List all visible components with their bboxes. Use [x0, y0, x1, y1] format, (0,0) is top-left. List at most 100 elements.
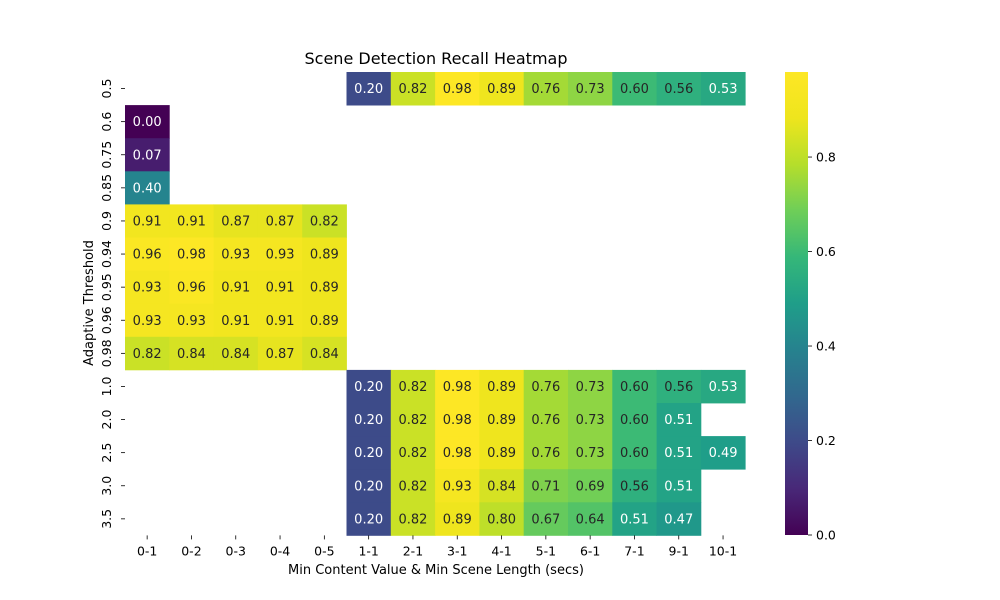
- heatmap-cell: [523, 502, 569, 536]
- x-tick-label: 6-1: [580, 543, 600, 558]
- heatmap-cell: [257, 336, 303, 371]
- cell-value-label: 0.56: [620, 479, 649, 494]
- y-tick-label: 1.0: [99, 376, 114, 396]
- heatmap-cell: [302, 336, 347, 371]
- heatmap-cell: [612, 403, 657, 437]
- x-tick-label: 0-4: [270, 543, 290, 558]
- cell-value-label: 0.49: [709, 446, 738, 461]
- y-tick-label: 3.5: [99, 509, 114, 529]
- cell-value-label: 0.71: [531, 479, 560, 494]
- cell-value-label: 0.51: [620, 512, 649, 527]
- cell-value-label: 0.96: [133, 248, 162, 263]
- cell-value-label: 0.91: [266, 314, 295, 329]
- cell-value-label: 0.89: [310, 248, 339, 263]
- cell-value-label: 0.89: [487, 82, 516, 97]
- colorbar-tick-label: 0.0: [816, 528, 836, 543]
- heatmap-cell: [700, 369, 746, 404]
- cell-value-label: 0.20: [354, 512, 383, 527]
- cell-value-label: 0.82: [398, 479, 427, 494]
- heatmap-cell: [125, 270, 170, 305]
- heatmap-cell: [612, 502, 657, 536]
- heatmap-cell: [125, 138, 170, 172]
- heatmap-cell: [435, 72, 480, 106]
- heatmap-cell: [479, 369, 525, 404]
- colorbar-ticks: 0.0 0.2 0.4 0.6 0.8: [808, 150, 836, 543]
- cell-value-label: 0.07: [133, 148, 162, 163]
- heatmap-cell: [479, 436, 525, 470]
- cell-value-label: 0.00: [133, 115, 162, 130]
- cell-value-label: 0.76: [531, 82, 560, 97]
- cell-value-label: 0.53: [709, 82, 738, 97]
- cell-value-label: 0.98: [443, 413, 472, 428]
- heatmap-cell: [612, 72, 657, 106]
- heatmap-cell: [656, 436, 702, 470]
- cell-value-label: 0.93: [443, 479, 472, 494]
- cell-value-label: 0.20: [354, 446, 383, 461]
- colorbar: [785, 72, 808, 535]
- heatmap-cell: [523, 436, 569, 470]
- heatmap-cell: [700, 436, 746, 470]
- cell-value-label: 0.98: [443, 82, 472, 97]
- colorbar-tick-label: 0.6: [816, 244, 836, 259]
- cell-value-label: 0.51: [664, 479, 693, 494]
- cell-value-label: 0.20: [354, 82, 383, 97]
- heatmap-cell: [479, 403, 525, 437]
- cell-value-label: 0.60: [620, 82, 649, 97]
- cell-value-label: 0.56: [664, 380, 693, 395]
- heatmap-cell: [346, 469, 392, 503]
- cell-value-label: 0.87: [221, 214, 250, 229]
- heatmap-cell: [169, 204, 214, 238]
- cell-value-label: 0.20: [354, 413, 383, 428]
- x-tick-label: 4-1: [491, 543, 511, 558]
- cell-value-label: 0.82: [398, 413, 427, 428]
- heatmap-cell: [435, 502, 480, 536]
- y-tick-label: 0.95: [99, 273, 114, 301]
- cell-value-label: 0.73: [576, 82, 605, 97]
- heatmap-cell: [390, 403, 436, 437]
- x-tick-label: 7-1: [624, 543, 644, 558]
- heatmap-cell: [390, 436, 436, 470]
- heatmap-cell: [656, 502, 702, 536]
- cell-value-label: 0.64: [576, 512, 605, 527]
- x-tick-label: 1-1: [358, 543, 378, 558]
- y-axis-ticks: 0.5 0.6 0.75 0.85 0.9 0.94 0.95 0.96 0.98 1.0 2.0 2…: [99, 79, 125, 529]
- cell-value-label: 0.73: [576, 380, 605, 395]
- y-tick-label: 3.0: [99, 476, 114, 496]
- cell-value-label: 0.91: [133, 214, 162, 229]
- heatmap-cell: [523, 369, 569, 404]
- y-axis-label: Adaptive Threshold: [82, 240, 97, 366]
- colorbar-tick-label: 0.4: [816, 339, 836, 354]
- x-tick-label: 2-1: [403, 543, 423, 558]
- heatmap-cell: [568, 469, 613, 503]
- y-tick-label: 0.96: [99, 306, 114, 334]
- cell-value-label: 0.73: [576, 446, 605, 461]
- heatmap-cell: [656, 403, 702, 437]
- y-tick-label: 0.9: [99, 211, 114, 231]
- cell-value-label: 0.96: [177, 281, 206, 296]
- heatmap-cell: [523, 403, 569, 437]
- cell-value-label: 0.82: [398, 446, 427, 461]
- cell-value-label: 0.93: [133, 281, 162, 296]
- heatmap-cell: [390, 72, 436, 106]
- cell-value-label: 0.67: [531, 512, 560, 527]
- y-tick-label: 0.6: [99, 112, 114, 132]
- heatmap-cell: [656, 469, 702, 503]
- cell-value-label: 0.91: [221, 314, 250, 329]
- cell-value-label: 0.76: [531, 446, 560, 461]
- x-tick-label: 0-5: [314, 543, 334, 558]
- heatmap-cell: [302, 237, 347, 271]
- heatmap-cell: [213, 336, 259, 371]
- heatmap-cell: [257, 204, 303, 238]
- x-tick-label: 0-3: [226, 543, 246, 558]
- cell-value-label: 0.40: [133, 181, 162, 196]
- cell-value-label: 0.93: [266, 248, 295, 263]
- cell-value-label: 0.69: [576, 479, 605, 494]
- heatmap-cell: [435, 369, 480, 404]
- cell-value-label: 0.93: [221, 248, 250, 263]
- heatmap-cell: [302, 270, 347, 305]
- heatmap-cell: [656, 72, 702, 106]
- y-tick-label: 2.5: [99, 443, 114, 463]
- x-axis-ticks: 0-1 0-2 0-3 0-4 0-5 1-1 2-1 3-1 4-1 5-1 6-1 7-1 9-1 1…: [137, 535, 737, 558]
- cell-value-label: 0.91: [177, 214, 206, 229]
- heatmap-cell: [346, 369, 392, 404]
